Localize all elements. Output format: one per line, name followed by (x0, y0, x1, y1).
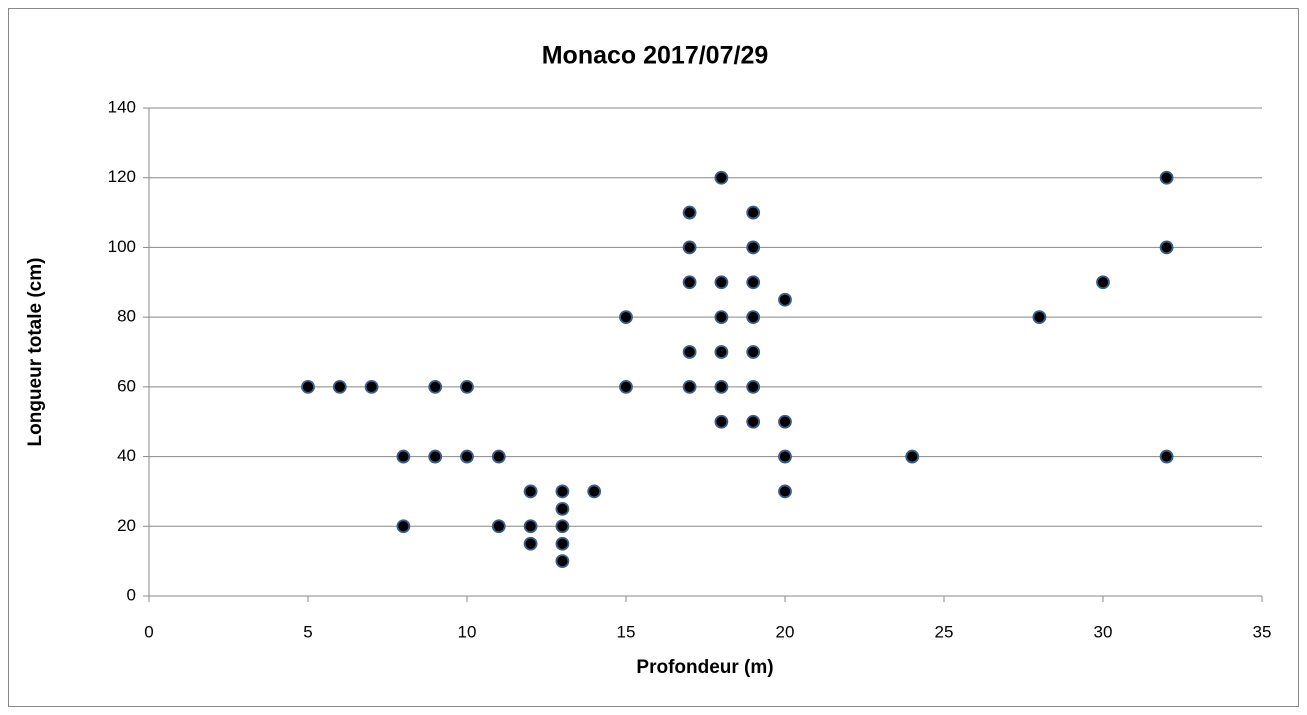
point (523, 519, 538, 534)
x-tick-label: 20 (776, 622, 795, 641)
x-axis-label: Profondeur (m) (636, 657, 773, 678)
point (587, 484, 602, 499)
point (778, 292, 792, 307)
x-tick-label: 25 (935, 622, 954, 641)
y-tick-label: 20 (117, 516, 136, 535)
point (1159, 449, 1174, 464)
point (746, 205, 761, 220)
point (491, 449, 506, 464)
point (523, 536, 538, 551)
y-tick-label: 80 (117, 307, 136, 326)
point (714, 414, 729, 429)
point (491, 519, 506, 534)
point (1096, 275, 1110, 290)
x-tick-label: 15 (617, 622, 636, 641)
point (364, 379, 379, 394)
chart-border (8, 8, 1299, 707)
point (396, 519, 411, 534)
point (1159, 240, 1174, 255)
point (523, 484, 538, 499)
point (619, 310, 633, 325)
point (682, 379, 697, 394)
point (714, 310, 729, 325)
point (746, 414, 761, 429)
point (778, 449, 792, 464)
point (555, 554, 570, 569)
point (555, 536, 570, 551)
chart-title: Monaco 2017/07/29 (542, 42, 769, 70)
x-tick-label: 35 (1253, 622, 1272, 641)
point (619, 379, 633, 394)
point (428, 449, 443, 464)
point (714, 345, 729, 359)
point (301, 379, 315, 394)
point (460, 449, 474, 464)
point (714, 275, 729, 290)
y-axis-label: Longueur totale (cm) (25, 258, 46, 447)
point (714, 379, 729, 394)
point (428, 379, 443, 394)
x-tick-label: 0 (144, 622, 153, 641)
point (332, 379, 347, 394)
point (746, 345, 761, 359)
point (555, 519, 570, 534)
point (746, 379, 761, 394)
point (396, 449, 411, 464)
point (778, 484, 792, 499)
point (1159, 170, 1174, 185)
point (778, 414, 792, 429)
x-tick-label: 10 (458, 622, 477, 641)
point (682, 275, 697, 290)
point (682, 205, 697, 220)
x-tick-label: 5 (303, 622, 312, 641)
point (746, 240, 761, 255)
y-tick-label: 60 (117, 376, 136, 395)
y-tick-label: 40 (117, 446, 136, 465)
point (682, 345, 697, 359)
y-tick-label: 140 (108, 97, 136, 116)
x-tick-label: 30 (1094, 622, 1113, 641)
y-tick-label: 0 (127, 585, 136, 604)
point (555, 484, 570, 499)
point (555, 501, 570, 516)
point (746, 310, 761, 325)
point (905, 449, 920, 464)
point (746, 275, 761, 290)
point (1032, 310, 1047, 325)
y-tick-label: 100 (108, 237, 136, 256)
point (682, 240, 697, 255)
point (460, 379, 474, 394)
y-tick-label: 120 (108, 167, 136, 186)
point (714, 170, 729, 185)
